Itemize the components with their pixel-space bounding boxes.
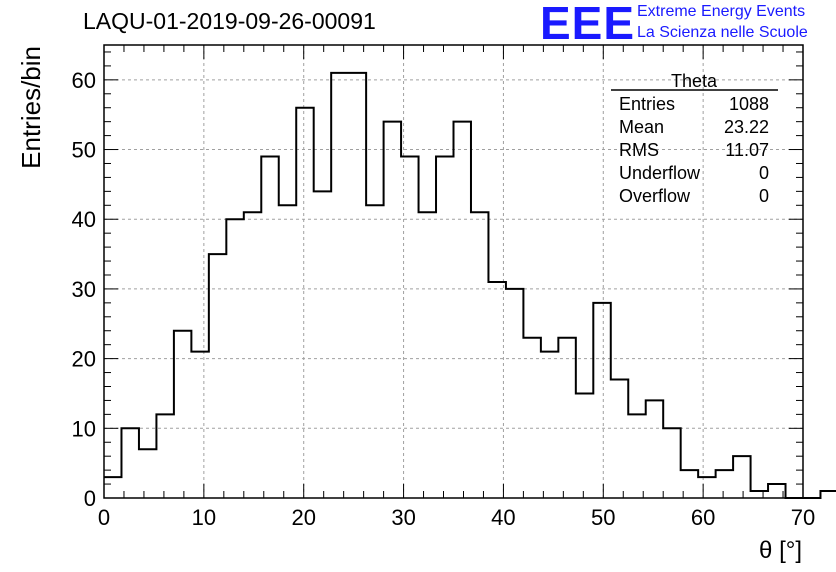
x-tick-label: 0 [98, 505, 110, 530]
tick-labels: 0 10 20 30 40 50 60 70 0 10 20 30 40 50 60 [72, 68, 816, 530]
histogram-bars [104, 71, 836, 499]
x-tick-label: 20 [291, 505, 315, 530]
stats-value: 0 [759, 163, 769, 183]
histogram-bin [209, 254, 226, 498]
histogram-bin [716, 470, 733, 498]
histogram-bin [349, 73, 366, 498]
x-tick-label: 30 [391, 505, 415, 530]
histogram-bin [593, 303, 610, 498]
stats-box-title: Theta [671, 71, 718, 91]
histogram-bin [541, 352, 558, 498]
axis-ticks [103, 45, 804, 499]
histogram-bin [523, 338, 540, 498]
histogram-bin [558, 338, 575, 498]
histogram-bin [261, 157, 278, 498]
histogram-bin [174, 331, 191, 498]
histogram-bin [191, 352, 208, 498]
plot-frame [103, 44, 804, 499]
histogram-bin [384, 122, 401, 498]
chart-title: LAQU-01-2019-09-26-00091 [83, 8, 376, 34]
stats-label: Entries [619, 94, 675, 114]
histogram-bin [226, 219, 243, 498]
histogram-bin [156, 414, 173, 498]
histogram-bin [104, 477, 121, 498]
histogram-bin [279, 205, 296, 498]
stats-value: 1088 [729, 94, 769, 114]
stats-value: 11.07 [725, 140, 769, 160]
histogram-bin [471, 212, 488, 498]
histogram-bin [820, 491, 836, 498]
histogram-bin [698, 477, 715, 498]
histogram-bin [663, 428, 680, 498]
stats-box: Theta Entries 1088 Mean 23.22 RMS 11.07 Underf… [611, 71, 778, 206]
histogram-bin [314, 191, 331, 498]
histogram-bin [733, 456, 750, 498]
stats-value: 23.22 [724, 117, 769, 137]
x-tick-label: 60 [691, 505, 715, 530]
logo-line-2: La Scienza nelle Scuole [637, 24, 808, 41]
histogram-outline [104, 71, 836, 499]
stats-rows: Entries 1088 Mean 23.22 RMS 11.07 Underflow 0 Ov… [619, 94, 769, 206]
stats-label: Overflow [619, 186, 691, 206]
x-tick-label: 40 [491, 505, 515, 530]
x-tick-label: 10 [192, 505, 216, 530]
x-tick-label: 70 [791, 505, 815, 530]
histogram-bin [506, 289, 523, 498]
y-tick-label: 50 [72, 138, 96, 163]
y-tick-label: 0 [84, 486, 96, 511]
logo-line-1: Extreme Energy Events [637, 3, 806, 20]
histogram-bin [331, 73, 348, 498]
stats-label: RMS [619, 140, 659, 160]
histogram-bin [366, 205, 383, 498]
histogram-bin [628, 414, 645, 498]
histogram-bin [436, 157, 453, 498]
histogram-bin [751, 491, 768, 498]
histogram-bin [611, 380, 628, 498]
y-tick-label: 60 [72, 68, 96, 93]
histogram-bin [419, 212, 436, 498]
histogram-bin [244, 212, 261, 498]
histogram-bin [454, 122, 471, 498]
y-tick-label: 40 [72, 207, 96, 232]
y-tick-label: 10 [72, 416, 96, 441]
y-tick-label: 20 [72, 347, 96, 372]
histogram-bin [139, 449, 156, 498]
stats-label: Mean [619, 117, 664, 137]
histogram-bin [576, 393, 593, 498]
stats-value: 0 [759, 186, 769, 206]
x-tick-label: 50 [591, 505, 615, 530]
y-axis-label: Entries/bin [16, 46, 46, 169]
histogram-bin [296, 108, 313, 498]
histogram-bin [646, 400, 663, 498]
eee-logo: EEE [540, 0, 636, 49]
y-tick-label: 30 [72, 277, 96, 302]
stats-label: Underflow [619, 163, 701, 183]
x-axis-label: θ [°] [759, 537, 802, 564]
histogram-bin [121, 428, 138, 498]
